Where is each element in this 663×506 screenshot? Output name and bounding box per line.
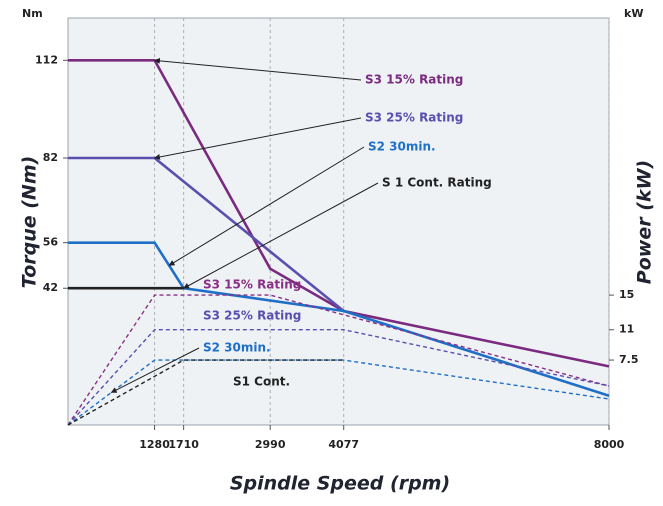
- x-tick-label: 1280: [139, 438, 170, 451]
- x-tick-label: 8000: [594, 438, 625, 451]
- y-tick-label: 56: [43, 236, 59, 249]
- series-label: S 1 Cont. Rating: [382, 176, 492, 190]
- leader-line: [183, 182, 379, 289]
- x-axis-title: Spindle Speed (rpm): [230, 473, 450, 495]
- y-tick-label: 42: [43, 281, 58, 294]
- torque-line: [68, 59, 610, 368]
- series-label: S2 30min.: [203, 341, 271, 355]
- leader-line: [168, 146, 365, 266]
- y2-tick-label: 7.5: [619, 353, 639, 366]
- leader-line: [110, 347, 200, 393]
- y2-tick-label: 15: [619, 288, 634, 301]
- y2-axis-title: Power (kW): [634, 160, 656, 284]
- series-label: S1 Cont.: [233, 375, 290, 389]
- x-tick-label: 1710: [168, 438, 199, 451]
- y2-tick-label: 11: [619, 323, 634, 336]
- y-tick-label: 82: [43, 151, 58, 164]
- y-tick-label: 112: [35, 53, 58, 66]
- x-tick-label: 2990: [255, 438, 286, 451]
- power-line: [67, 329, 610, 426]
- plot-area: [67, 17, 610, 426]
- series-label: S3 25% Rating: [203, 309, 301, 323]
- y-axis-title: Torque (Nm): [19, 156, 41, 289]
- y-unit: Nm: [22, 7, 43, 20]
- x-tick-label: 4077: [328, 438, 359, 451]
- power-line: [67, 294, 610, 426]
- series-label: S3 15% Rating: [203, 278, 301, 292]
- y2-unit: kW: [624, 7, 643, 20]
- leader-line: [153, 117, 362, 160]
- series-label: S3 25% Rating: [365, 111, 463, 125]
- series-label: S3 15% Rating: [365, 73, 463, 87]
- leader-line: [153, 57, 362, 81]
- power-line: [67, 359, 344, 426]
- series-label: S2 30min.: [368, 140, 436, 154]
